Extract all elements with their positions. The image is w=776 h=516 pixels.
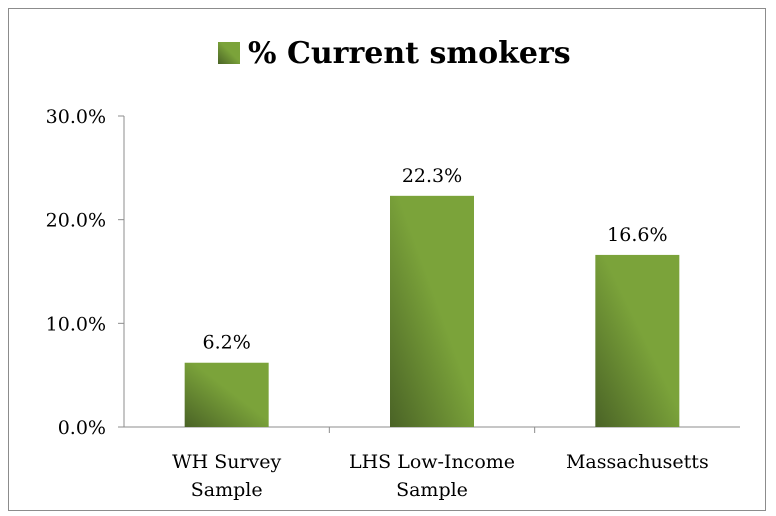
- data-label: 16.6%: [607, 224, 667, 246]
- bar: [390, 195, 474, 427]
- data-label: 22.3%: [402, 165, 462, 187]
- bar: [595, 254, 680, 427]
- y-tick-label: 20.0%: [46, 210, 106, 232]
- x-tick-label: Sample: [396, 479, 468, 501]
- y-tick-label: 10.0%: [46, 313, 106, 335]
- x-tick-label: WH Survey: [172, 451, 281, 473]
- legend-swatch: [218, 42, 240, 64]
- y-tick-label: 30.0%: [46, 106, 106, 128]
- chart-title: % Current smokers: [248, 36, 571, 71]
- x-tick-label: LHS Low-Income: [349, 451, 515, 473]
- x-tick-label: Sample: [191, 479, 263, 501]
- x-tick-label: Massachusetts: [566, 451, 709, 473]
- y-tick-label: 0.0%: [58, 417, 106, 439]
- data-label: 6.2%: [203, 332, 251, 354]
- bar: [184, 362, 269, 427]
